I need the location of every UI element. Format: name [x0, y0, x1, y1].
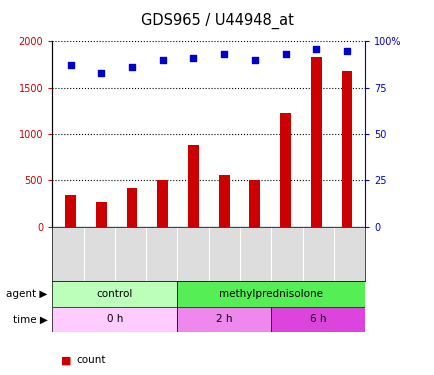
- Point: [128, 64, 135, 70]
- Text: ■: ■: [61, 356, 71, 365]
- Point: [281, 51, 288, 57]
- Point: [159, 57, 166, 63]
- Text: 2 h: 2 h: [216, 315, 232, 324]
- Bar: [341, 71, 352, 227]
- Point: [190, 55, 197, 61]
- Bar: [157, 180, 168, 227]
- Point: [343, 48, 350, 54]
- Bar: [52, 281, 177, 307]
- Bar: [52, 307, 177, 332]
- Text: control: control: [96, 289, 133, 299]
- Text: 6 h: 6 h: [309, 315, 326, 324]
- Text: agent ▶: agent ▶: [7, 289, 48, 299]
- Point: [98, 70, 105, 76]
- Point: [251, 57, 258, 63]
- Bar: [177, 307, 271, 332]
- Bar: [177, 281, 365, 307]
- Bar: [279, 113, 290, 227]
- Text: count: count: [76, 356, 105, 365]
- Text: methylprednisolone: methylprednisolone: [219, 289, 323, 299]
- Bar: [249, 180, 260, 227]
- Bar: [271, 307, 365, 332]
- Text: 0 h: 0 h: [106, 315, 123, 324]
- Point: [220, 51, 227, 57]
- Text: GDS965 / U44948_at: GDS965 / U44948_at: [141, 13, 293, 29]
- Text: time ▶: time ▶: [13, 315, 48, 324]
- Bar: [218, 175, 229, 227]
- Bar: [96, 202, 106, 227]
- Point: [312, 46, 319, 52]
- Bar: [187, 145, 198, 227]
- Bar: [126, 188, 137, 227]
- Bar: [65, 195, 76, 227]
- Bar: [310, 57, 321, 227]
- Point: [67, 62, 74, 68]
